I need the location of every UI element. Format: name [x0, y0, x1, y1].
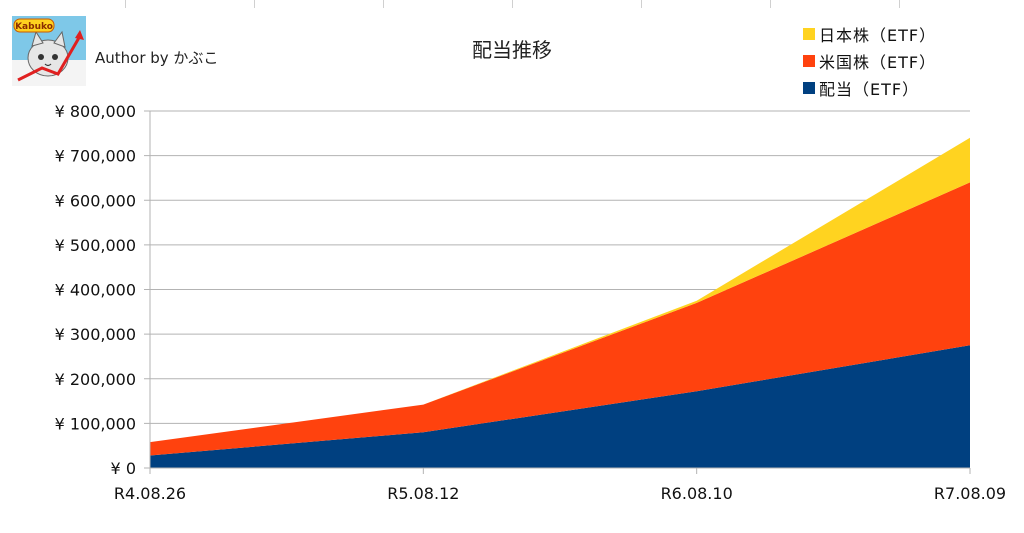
y-tick-label: ¥ 200,000 [55, 370, 136, 389]
legend-swatch [803, 81, 815, 94]
series-area-1 [150, 182, 970, 456]
legend-swatch [803, 27, 815, 40]
legend-item-dividends: 配当（ETF） [803, 74, 936, 101]
series-area-0 [150, 345, 970, 468]
x-tick-label: R7.08.09 [934, 484, 1006, 503]
legend-item-japan-stocks: 日本株（ETF） [803, 20, 936, 47]
top-divider [383, 0, 384, 8]
legend-label: 米国株（ETF） [819, 52, 937, 72]
y-tick-label: ¥ 500,000 [55, 236, 136, 255]
legend-swatch [803, 54, 815, 67]
author-label: Author by かぶこ [95, 49, 219, 67]
top-divider [254, 0, 255, 8]
chart-legend: 日本株（ETF） 米国株（ETF） 配当（ETF） [803, 20, 936, 101]
y-tick-label: ¥ 300,000 [55, 325, 136, 344]
top-divider [512, 0, 513, 8]
y-tick-label: ¥ 600,000 [55, 191, 136, 210]
x-tick-label: R5.08.12 [387, 484, 459, 503]
top-divider [125, 0, 126, 8]
author-logo: Kabuko [12, 16, 86, 86]
legend-label: 日本株（ETF） [819, 25, 937, 45]
chart-title: 配当推移 [472, 38, 552, 62]
y-tick-label: ¥ 0 [111, 459, 136, 478]
x-tick-label: R4.08.26 [114, 484, 186, 503]
logo-text: Kabuko [15, 22, 53, 32]
y-tick-label: ¥ 800,000 [55, 102, 136, 121]
legend-label: 配当（ETF） [819, 79, 920, 99]
top-divider [899, 0, 900, 8]
legend-item-us-stocks: 米国株（ETF） [803, 47, 936, 74]
y-tick-label: ¥ 400,000 [55, 281, 136, 300]
top-divider [770, 0, 771, 8]
y-tick-label: ¥ 700,000 [55, 147, 136, 166]
top-divider [641, 0, 642, 8]
y-tick-label: ¥ 100,000 [55, 414, 136, 433]
x-tick-label: R6.08.10 [661, 484, 733, 503]
